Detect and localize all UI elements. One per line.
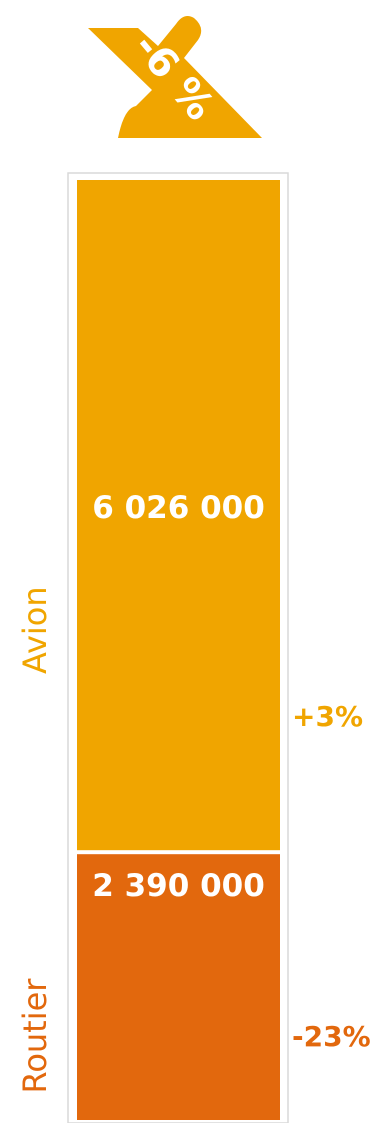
category-label-avion: Avion: [16, 586, 54, 674]
bar-segment-routier: [77, 854, 280, 1120]
change-label-avion: +3%: [292, 700, 363, 733]
bar-frame: [67, 172, 289, 1123]
arrow-down-right-icon: [88, 16, 262, 138]
change-label-routier: -23%: [292, 1020, 371, 1053]
bar-segment-avion: [77, 180, 280, 851]
value-label-routier: 2 390 000: [92, 868, 265, 904]
category-label-routier: Routier: [16, 978, 54, 1094]
total-change-badge: -6 %: [88, 16, 262, 138]
value-label-avion: 6 026 000: [92, 490, 265, 526]
